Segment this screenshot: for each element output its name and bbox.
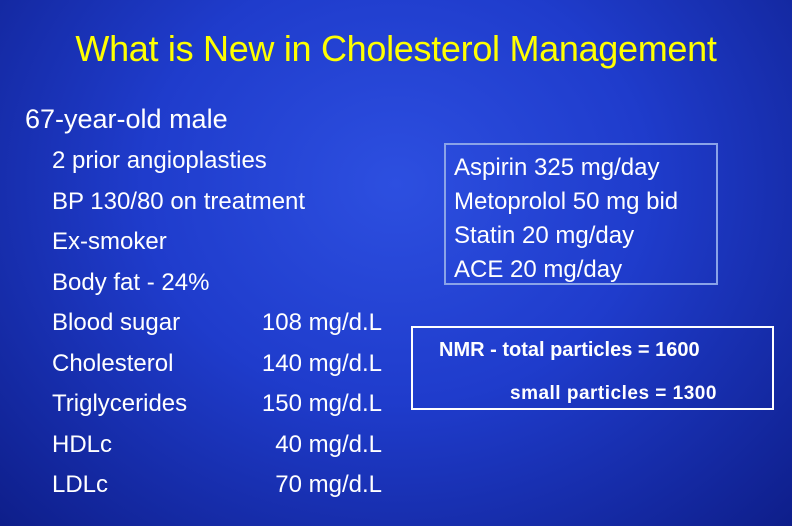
slide-title: What is New in Cholesterol Management	[75, 28, 717, 69]
medications-box: Aspirin 325 mg/day Metoprolol 50 mg bid …	[444, 143, 718, 285]
history-label: BP 130/80 on treatment	[52, 187, 306, 215]
medication-item: Metoprolol 50 mg bid	[454, 188, 679, 215]
lab-value: 140 mg/d.L	[261, 349, 382, 377]
lab-label: Blood sugar	[52, 309, 181, 336]
history-label: Ex-smoker	[52, 228, 167, 255]
lab-value: 108 mg/d.L	[261, 309, 382, 336]
nmr-small-particles: small particles = 1300	[510, 383, 717, 404]
lab-row-ldlc: LDLc 70 mg/d.L	[52, 471, 392, 512]
history-item: Ex-smoker	[52, 228, 392, 269]
history-label: Body fat - 24%	[52, 268, 210, 296]
medication-item: Aspirin 325 mg/day	[454, 154, 660, 181]
lab-label: LDLc	[52, 471, 109, 498]
nmr-results-box: NMR - total particles = 1600 small parti…	[411, 326, 774, 410]
lab-row-blood-sugar: Blood sugar 108 mg/d.L	[52, 309, 392, 350]
medication-item: Statin 20 mg/day	[454, 222, 635, 249]
history-item: 2 prior angioplasties	[52, 147, 392, 188]
lab-value: 150 mg/d.L	[261, 390, 382, 417]
history-item: BP 130/80 on treatment	[52, 188, 392, 229]
medication-item: ACE 20 mg/day	[454, 256, 623, 283]
history-item: Body fat - 24%	[52, 269, 392, 310]
patient-description: 67-year-old male	[25, 104, 228, 134]
lab-label: HDLc	[52, 430, 113, 458]
lab-row-triglycerides: Triglycerides 150 mg/d.L	[52, 390, 392, 431]
lab-label: Triglycerides	[52, 390, 188, 417]
lab-row-hdlc: HDLc 40 mg/d.L	[52, 431, 392, 472]
history-label: 2 prior angioplasties	[52, 147, 267, 174]
lab-label: Cholesterol	[52, 349, 174, 377]
nmr-total-particles: NMR - total particles = 1600	[439, 339, 700, 361]
lab-row-cholesterol: Cholesterol 140 mg/d.L	[52, 350, 392, 391]
lab-value: 40 mg/d.L	[275, 430, 382, 458]
lab-value: 70 mg/d.L	[275, 471, 382, 498]
patient-history-list: 2 prior angioplasties BP 130/80 on treat…	[52, 147, 392, 512]
